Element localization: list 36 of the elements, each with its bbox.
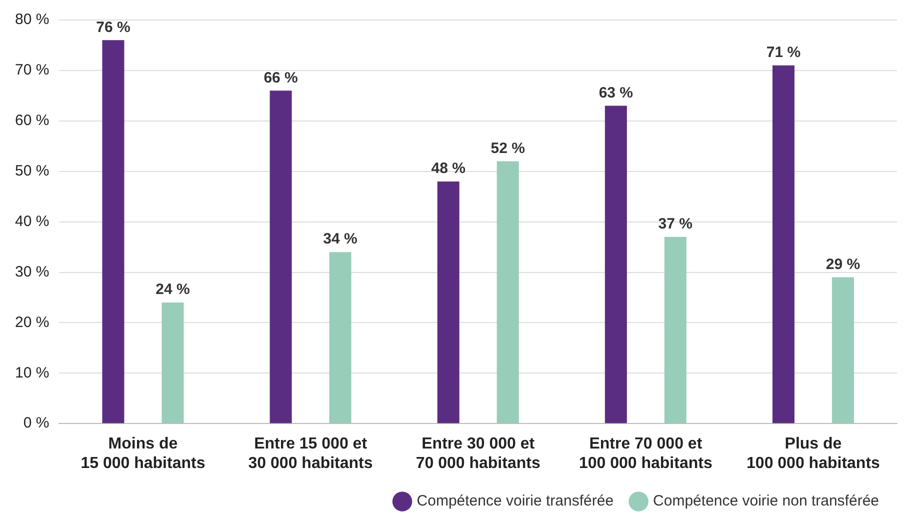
x-tick-label: Entre 70 000 et 100 000 habitants xyxy=(578,436,712,472)
data-label: 66 % xyxy=(264,69,298,86)
bar xyxy=(437,181,460,424)
data-label: 37 % xyxy=(658,216,692,233)
legend-label: Compétence voirie non transférée xyxy=(653,492,880,510)
x-tick-label: Plus de 100 000 habitants xyxy=(746,436,880,472)
bar xyxy=(329,252,352,424)
y-tick-label: 10 % xyxy=(14,364,50,382)
bar xyxy=(102,40,124,424)
x-tick-label: Entre 15 000 et 30 000 habitants xyxy=(248,436,373,472)
y-tick-label: 80 % xyxy=(14,11,50,28)
bar xyxy=(162,302,184,424)
bar xyxy=(664,236,686,424)
bar xyxy=(832,277,854,424)
y-tick-label: 40 % xyxy=(14,212,50,230)
bar xyxy=(270,90,292,424)
x-tick-label: Entre 30 000 et 70 000 habitants xyxy=(416,436,540,472)
data-label: 48 % xyxy=(431,160,466,178)
legend-label: Compétence voirie transférée xyxy=(416,492,614,510)
y-tick-label: 20 % xyxy=(14,314,50,331)
bar xyxy=(772,65,794,424)
y-tick-label: 50 % xyxy=(14,162,50,180)
y-tick-label: 60 % xyxy=(14,112,50,130)
data-label: 63 % xyxy=(598,84,634,102)
data-label: 24 % xyxy=(156,281,190,298)
data-label: 29 % xyxy=(826,256,860,273)
bar xyxy=(604,106,627,424)
data-label: 34 % xyxy=(323,230,358,248)
data-label: 76 % xyxy=(96,18,130,36)
y-tick-label: 30 % xyxy=(14,263,50,280)
data-label: 71 % xyxy=(766,44,801,62)
x-tick-label: Moins de 15 000 habitants xyxy=(80,436,206,472)
bar xyxy=(496,161,519,424)
y-tick-label: 0 % xyxy=(23,414,50,432)
y-tick-label: 70 % xyxy=(14,62,50,79)
data-label: 52 % xyxy=(490,140,525,157)
